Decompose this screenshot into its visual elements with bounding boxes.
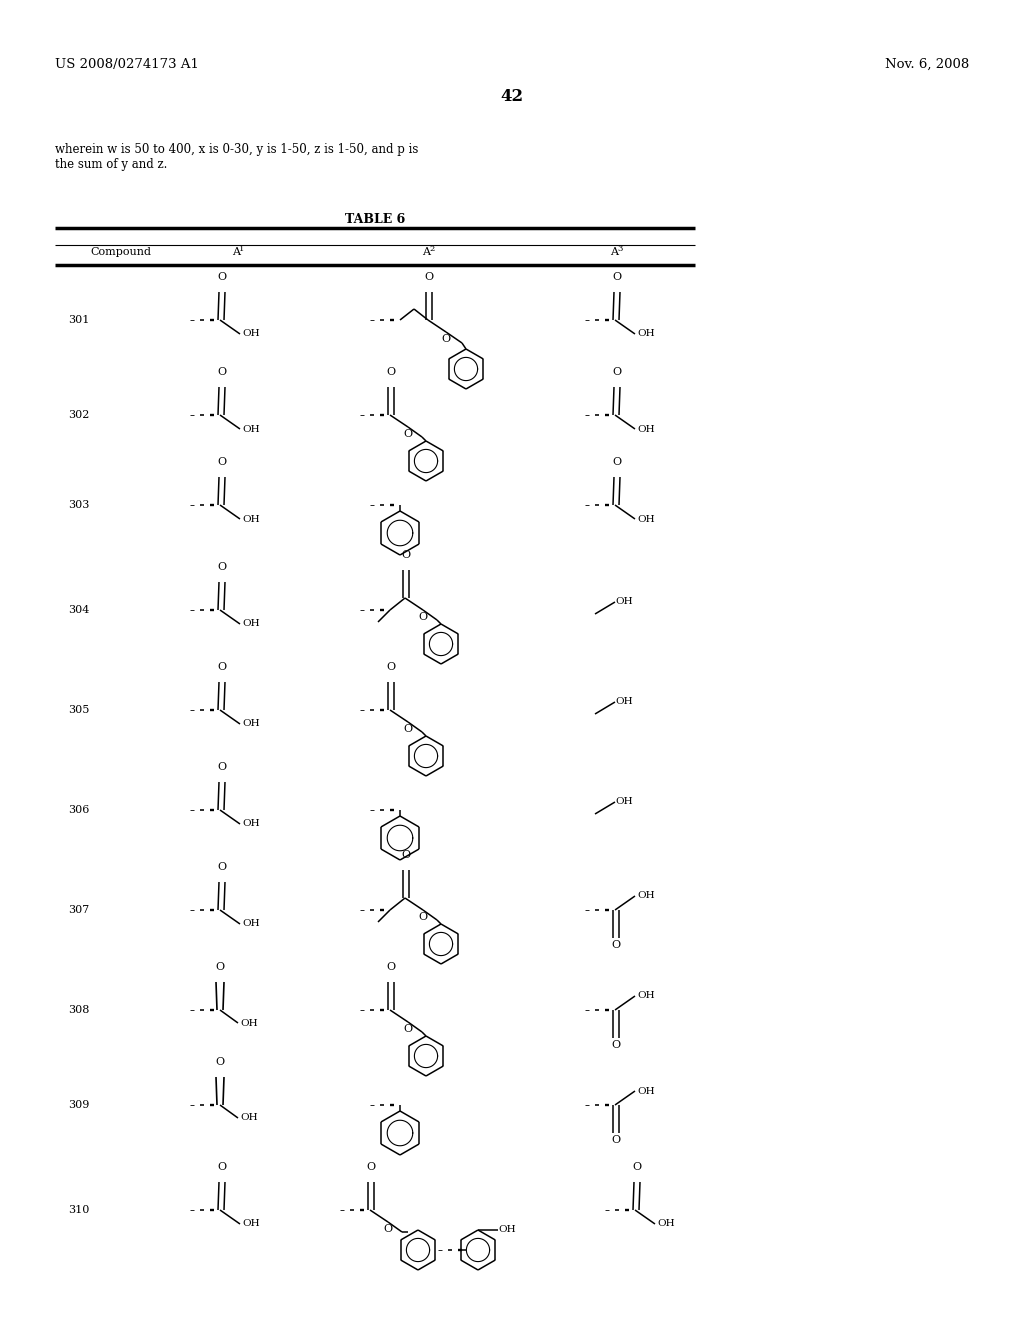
Text: 309: 309 [68,1100,89,1110]
Text: US 2008/0274173 A1: US 2008/0274173 A1 [55,58,199,71]
Text: 308: 308 [68,1005,89,1015]
Text: O: O [612,272,622,282]
Text: 2: 2 [429,246,434,253]
Text: OH: OH [637,991,654,1001]
Text: O: O [383,1224,392,1234]
Text: OH: OH [657,1220,675,1229]
Text: the sum of y and z.: the sum of y and z. [55,158,167,172]
Text: 303: 303 [68,500,89,510]
Text: OH: OH [637,515,654,524]
Text: 302: 302 [68,411,89,420]
Text: O: O [217,367,226,378]
Text: wherein w is 50 to 400, x is 0-30, y is 1-50, z is 1-50, and p is: wherein w is 50 to 400, x is 0-30, y is … [55,143,419,156]
Text: Nov. 6, 2008: Nov. 6, 2008 [885,58,969,71]
Text: Compound: Compound [90,247,151,257]
Text: 3: 3 [617,246,623,253]
Text: OH: OH [637,330,654,338]
Text: OH: OH [615,598,633,606]
Text: O: O [217,862,226,873]
Text: O: O [215,1057,224,1067]
Text: OH: OH [615,697,633,706]
Text: O: O [217,1162,226,1172]
Text: O: O [612,367,622,378]
Text: OH: OH [242,719,260,729]
Text: O: O [611,940,621,950]
Text: OH: OH [242,820,260,829]
Text: O: O [217,663,226,672]
Text: O: O [611,1040,621,1049]
Text: 1: 1 [239,246,245,253]
Text: O: O [403,1024,413,1034]
Text: OH: OH [240,1019,258,1027]
Text: O: O [401,550,411,560]
Text: 304: 304 [68,605,89,615]
Text: A: A [232,247,240,257]
Text: O: O [424,272,433,282]
Text: OH: OH [637,891,654,900]
Text: O: O [633,1162,642,1172]
Text: 301: 301 [68,315,89,325]
Text: O: O [217,457,226,467]
Text: O: O [386,663,395,672]
Text: O: O [215,962,224,972]
Text: O: O [367,1162,376,1172]
Text: O: O [217,762,226,772]
Text: O: O [403,429,413,440]
Text: 307: 307 [68,906,89,915]
Text: OH: OH [242,515,260,524]
Text: O: O [401,850,411,861]
Text: OH: OH [242,920,260,928]
Text: OH: OH [498,1225,516,1234]
Text: OH: OH [615,797,633,807]
Text: 310: 310 [68,1205,89,1214]
Text: OH: OH [242,619,260,628]
Text: O: O [217,562,226,572]
Text: O: O [386,962,395,972]
Text: 305: 305 [68,705,89,715]
Text: OH: OH [242,425,260,433]
Text: 42: 42 [501,88,523,106]
Text: TABLE 6: TABLE 6 [345,213,406,226]
Text: OH: OH [242,1220,260,1229]
Text: OH: OH [240,1114,258,1122]
Text: O: O [403,723,413,734]
Text: O: O [386,367,395,378]
Text: A: A [422,247,430,257]
Text: O: O [611,1135,621,1144]
Text: O: O [612,457,622,467]
Text: A: A [610,247,618,257]
Text: OH: OH [637,1086,654,1096]
Text: 306: 306 [68,805,89,814]
Text: O: O [419,912,428,921]
Text: OH: OH [637,425,654,433]
Text: O: O [217,272,226,282]
Text: OH: OH [242,330,260,338]
Text: O: O [441,334,451,345]
Text: O: O [419,612,428,622]
